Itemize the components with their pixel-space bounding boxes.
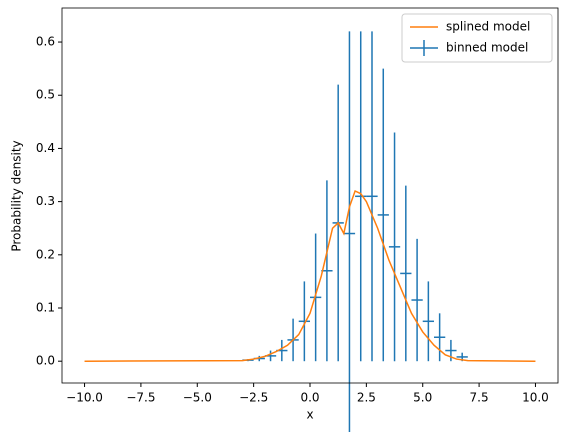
x-tick-label: 5.0 [413,391,432,405]
x-tick-label: 7.5 [470,391,489,405]
y-tick-label: 0.1 [36,301,55,315]
x-axis-label: x [306,408,313,422]
y-tick-label: 0.6 [36,35,55,49]
x-tick-label: 10.0 [522,391,549,405]
y-axis-label: Probability density [10,140,24,251]
x-tick-label: 2.5 [357,391,376,405]
x-tick-label: −7.5 [126,391,155,405]
x-tick-label: −10.0 [66,391,103,405]
spline-line [84,189,536,362]
y-tick-label: 0.4 [36,141,55,155]
plot-frame [61,7,559,384]
x-tick-label: 0.0 [300,391,319,405]
x-tick-label: −5.0 [183,391,212,405]
legend-label: binned model [446,41,528,55]
legend-label: splined model [446,20,530,34]
y-tick-label: 0.5 [36,88,55,102]
legend-box [401,13,553,63]
y-tick-label: 0.0 [36,354,55,368]
x-tick-label: −2.5 [239,391,268,405]
y-tick-label: 0.3 [36,194,55,208]
y-tick-label: 0.2 [36,247,55,261]
binned-series [242,31,468,432]
